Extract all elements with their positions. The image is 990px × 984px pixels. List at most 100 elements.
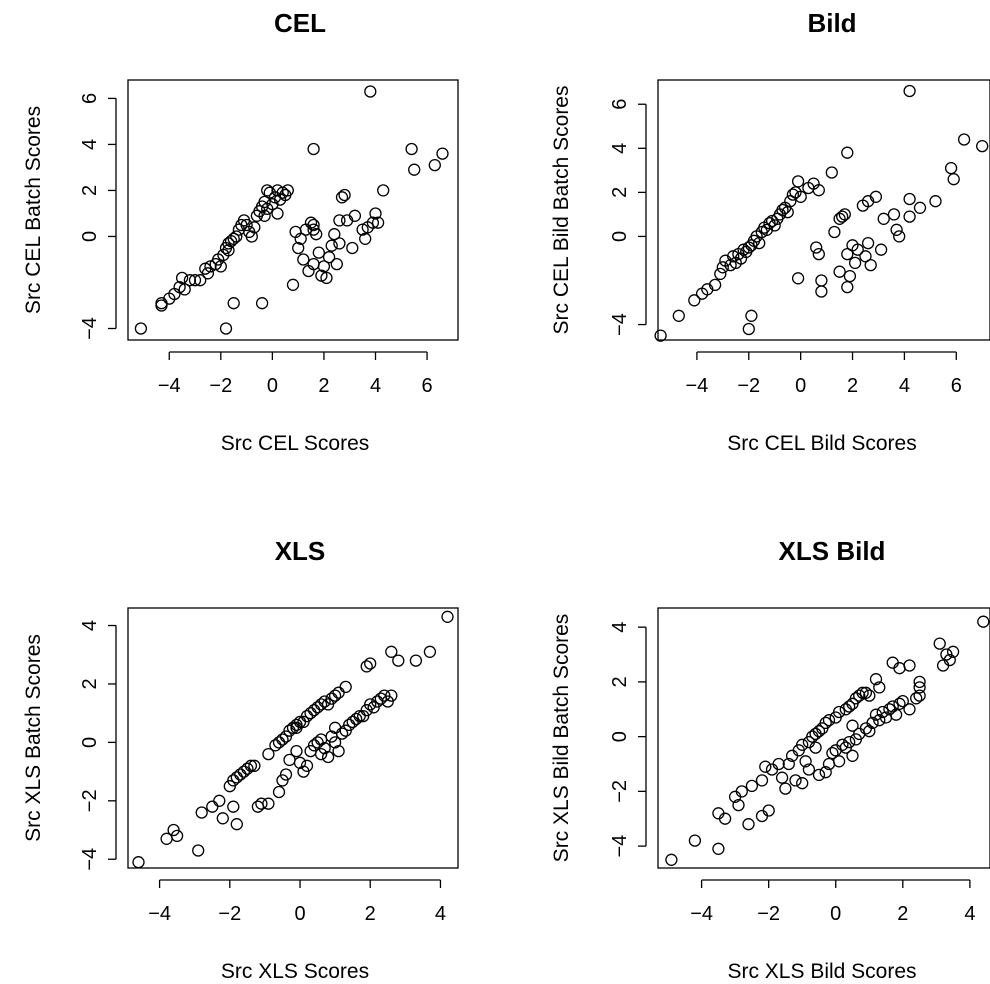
y-tick-label: −2 xyxy=(79,789,101,812)
data-point xyxy=(335,727,349,740)
data-point xyxy=(261,184,274,197)
data-point xyxy=(846,719,859,732)
data-point xyxy=(307,218,320,232)
data-point xyxy=(745,309,758,322)
x-tick-label: 6 xyxy=(422,375,433,397)
y-axis-label: Src CEL Batch Scores xyxy=(22,106,45,314)
x-axis-label: Src CEL Bild Scores xyxy=(727,432,916,455)
data-point xyxy=(843,700,856,713)
data-point xyxy=(378,689,391,702)
data-point xyxy=(812,725,826,738)
y-tick-label: −4 xyxy=(609,313,631,336)
data-point xyxy=(377,184,390,197)
data-point xyxy=(374,692,387,705)
data-point xyxy=(307,704,321,717)
data-point xyxy=(839,703,852,716)
data-point xyxy=(791,175,805,188)
data-point xyxy=(328,689,342,702)
data-point xyxy=(789,774,802,787)
y-tick-label: 4 xyxy=(609,622,631,633)
data-point xyxy=(890,223,903,236)
data-point xyxy=(977,615,990,628)
data-point xyxy=(297,253,310,266)
data-point xyxy=(936,659,950,672)
data-point xyxy=(244,759,258,772)
x-tick-label: −4 xyxy=(690,903,713,925)
data-point xyxy=(822,714,836,727)
data-point xyxy=(346,241,359,255)
data-point xyxy=(262,747,275,761)
data-point xyxy=(718,812,732,825)
data-point xyxy=(317,260,331,273)
y-tick-label: 0 xyxy=(609,231,631,242)
data-point xyxy=(810,241,823,254)
data-point xyxy=(873,714,886,727)
data-point xyxy=(889,708,903,721)
data-point xyxy=(866,716,879,730)
data-point xyxy=(946,645,960,658)
data-point xyxy=(848,256,862,270)
data-point xyxy=(248,759,261,772)
y-tick-label: 2 xyxy=(609,676,631,687)
data-point xyxy=(841,280,854,294)
data-point xyxy=(812,247,825,261)
data-point xyxy=(293,756,307,769)
data-point xyxy=(227,800,240,813)
x-tick-label: 2 xyxy=(847,375,858,397)
data-point xyxy=(290,744,303,758)
data-point xyxy=(330,257,343,271)
data-point xyxy=(794,190,807,203)
data-point xyxy=(809,727,822,741)
data-point xyxy=(307,223,320,236)
y-tick-label: 6 xyxy=(609,99,631,110)
data-point xyxy=(826,746,839,760)
data-point xyxy=(735,785,748,798)
data-point xyxy=(863,689,876,702)
y-axis-label: Src CEL Bild Batch Scores xyxy=(550,86,573,335)
data-point xyxy=(947,173,960,186)
data-point xyxy=(219,322,233,335)
data-point xyxy=(441,610,454,623)
data-point xyxy=(910,692,923,705)
data-point xyxy=(405,142,418,156)
data-point xyxy=(170,829,184,843)
data-point xyxy=(727,250,740,263)
x-tick-label: 4 xyxy=(435,903,446,925)
data-point xyxy=(428,158,441,172)
data-point xyxy=(175,271,189,285)
y-tick-label: 6 xyxy=(79,93,101,104)
data-point xyxy=(873,681,886,694)
x-tick-label: 4 xyxy=(370,375,381,397)
data-point xyxy=(338,188,351,202)
data-point xyxy=(222,244,235,257)
x-tick-label: −2 xyxy=(218,903,241,925)
data-point xyxy=(893,662,906,675)
data-point xyxy=(772,757,785,771)
data-point xyxy=(714,267,727,281)
data-point xyxy=(276,774,289,787)
y-tick-label: 2 xyxy=(79,185,101,196)
data-point xyxy=(903,84,916,98)
data-point xyxy=(886,656,899,669)
x-tick-label: 0 xyxy=(795,375,806,397)
data-point xyxy=(364,657,377,670)
data-point xyxy=(385,689,398,702)
data-point xyxy=(292,241,305,255)
data-point xyxy=(856,686,869,699)
data-point xyxy=(255,297,269,310)
data-point xyxy=(851,243,864,256)
data-point xyxy=(672,309,685,322)
data-point xyxy=(245,230,258,243)
data-point xyxy=(913,675,926,689)
panel-title: XLS Bild xyxy=(779,536,886,566)
y-tick-label: −4 xyxy=(79,848,101,871)
x-tick-label: −2 xyxy=(757,903,780,925)
panel-title: Bild xyxy=(807,8,856,38)
data-point xyxy=(833,265,846,278)
data-point xyxy=(825,166,838,179)
y-tick-label: −4 xyxy=(79,317,101,340)
y-axis-label: Src XLS Bild Batch Scores xyxy=(550,614,573,863)
data-point xyxy=(227,232,240,245)
data-point xyxy=(240,218,253,232)
data-point xyxy=(328,736,342,749)
